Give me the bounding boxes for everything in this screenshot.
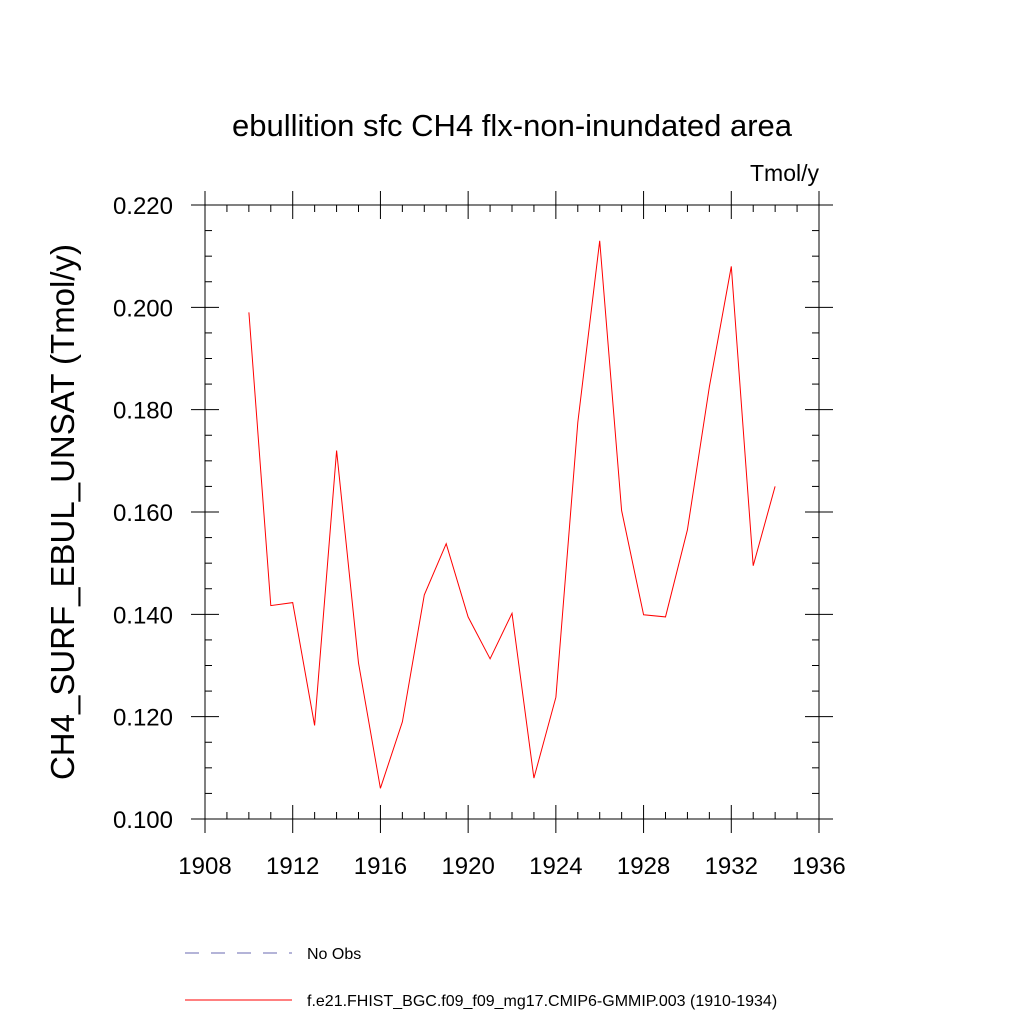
- legend-label-no-obs: No Obs: [307, 946, 361, 963]
- y-tick-label: 0.200: [113, 295, 173, 322]
- x-tick-label: 1912: [266, 853, 319, 880]
- x-tick-label: 1932: [705, 853, 758, 880]
- y-tick-label: 0.120: [113, 705, 173, 732]
- x-tick-label: 1908: [178, 853, 231, 880]
- y-tick-label: 0.100: [113, 807, 173, 834]
- chart-title: ebullition sfc CH4 flx-non-inundated are…: [232, 108, 793, 143]
- axis-tick-labels: 1908 1912 1916 1920 1924 1928 1932 1936 0.100 0.1…: [113, 193, 846, 880]
- x-tick-label: 1916: [354, 853, 407, 880]
- y-tick-label: 0.180: [113, 398, 173, 425]
- legend: No Obs f.e21.FHIST_BGC.f09_f09_mg17.CMIP…: [185, 946, 777, 1010]
- series-line: [248, 240, 776, 789]
- x-tick-label: 1936: [792, 853, 845, 880]
- series-layer: [248, 240, 776, 789]
- x-tick-label: 1924: [529, 853, 582, 880]
- y-tick-label: 0.220: [113, 193, 173, 220]
- y-axis-label: CH4_SURF_EBUL_UNSAT (Tmol/y): [44, 244, 81, 780]
- x-tick-label: 1920: [441, 853, 494, 880]
- plot-frame: [204, 204, 820, 820]
- y-tick-label: 0.160: [113, 500, 173, 527]
- axis-ticks: [191, 191, 833, 833]
- units-label: Tmol/y: [750, 160, 820, 186]
- y-tick-label: 0.140: [113, 602, 173, 629]
- legend-label-model: f.e21.FHIST_BGC.f09_f09_mg17.CMIP6-GMMIP…: [307, 993, 777, 1010]
- x-tick-label: 1928: [617, 853, 670, 880]
